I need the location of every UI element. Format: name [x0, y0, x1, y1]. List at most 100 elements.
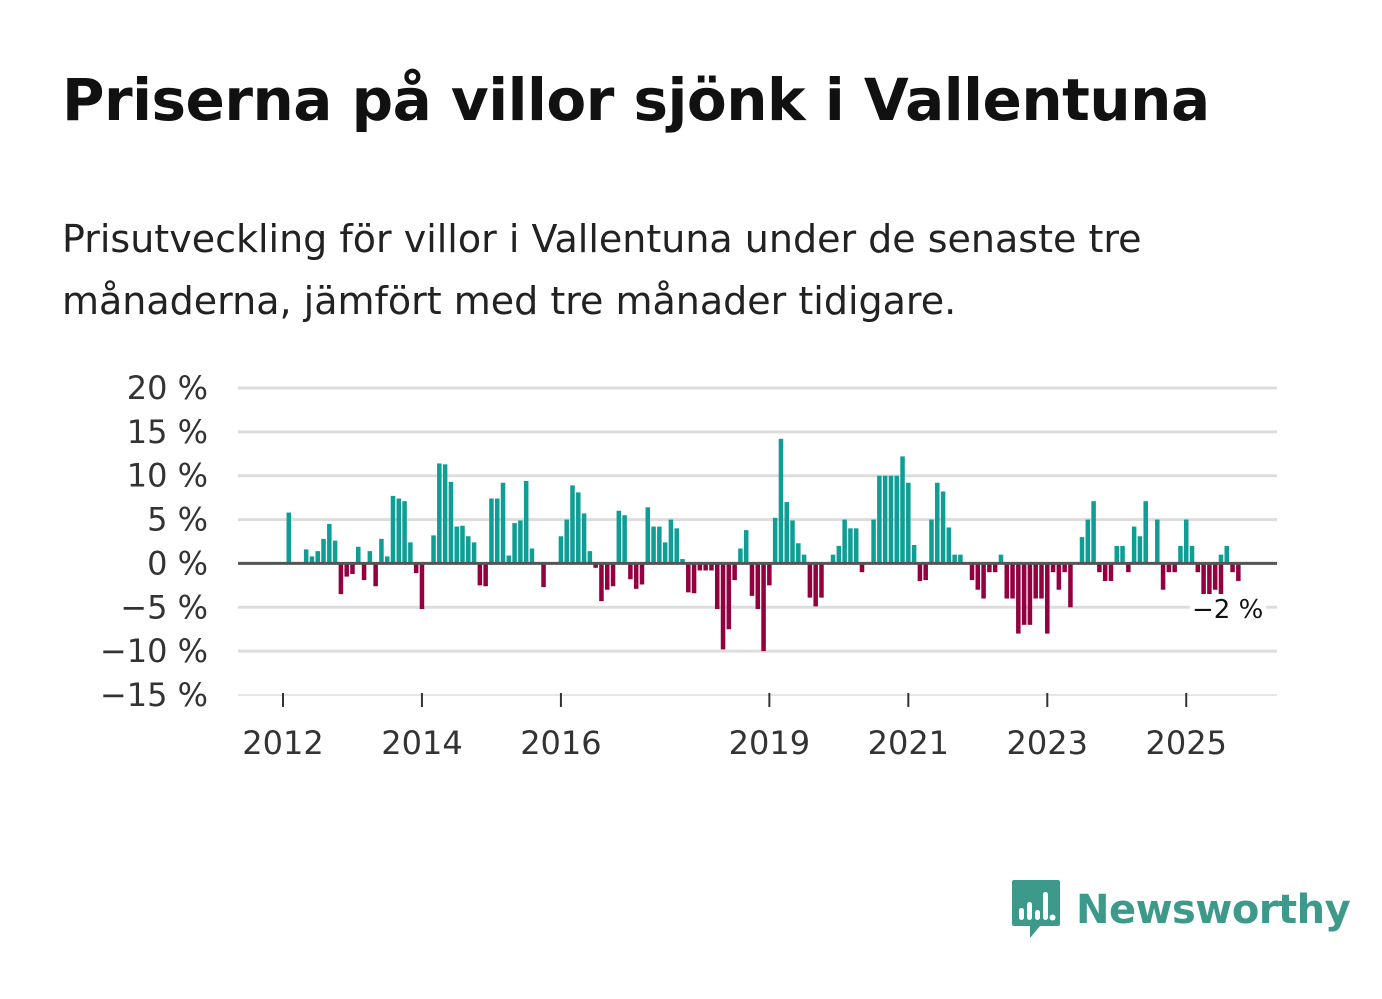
bar-negative [813, 563, 818, 607]
bar-negative [1207, 563, 1212, 600]
bar-positive [327, 523, 332, 564]
bar-positive [906, 482, 911, 564]
y-tick-label: −5 % [120, 588, 208, 626]
bar-positive [778, 438, 784, 564]
bar-positive [935, 482, 940, 564]
labels: 20 % 15 % 10 % 5 % 0 % −5 % −10 % −15 % 2012 2014… [100, 369, 1266, 762]
axes [238, 561, 1277, 707]
bar-positive [408, 542, 413, 564]
bar-negative [1010, 563, 1015, 599]
bar-negative [413, 563, 419, 574]
bar-positive [1143, 501, 1148, 564]
bar-positive [576, 492, 581, 564]
bar-positive [523, 480, 529, 564]
bar-positive [471, 542, 477, 564]
y-tick-label: −15 % [100, 676, 208, 714]
bar-negative [477, 563, 483, 586]
bar-negative [969, 563, 975, 581]
bar-positive [1091, 501, 1096, 564]
bar-positive [657, 526, 662, 564]
bar-positive [1178, 545, 1183, 564]
bar-negative [1004, 563, 1010, 599]
bar-negative [338, 563, 344, 595]
bar-positive [680, 559, 685, 564]
bar-positive [1218, 554, 1224, 564]
bar-positive [1137, 536, 1143, 564]
end-label-background [1190, 594, 1266, 626]
x-tick-label: 2012 [242, 724, 323, 762]
x-tick-label: 2023 [1007, 724, 1088, 762]
bar-positive [877, 475, 882, 564]
bar-negative [732, 563, 737, 581]
bar-negative [419, 563, 425, 610]
bar-negative [1195, 563, 1201, 573]
bar-positive [286, 512, 292, 564]
chart-title: Priserna på villor sjönk i Vallentuna [62, 66, 1210, 134]
bar-chart-speech-bubble-icon [1012, 880, 1060, 938]
bar-positive [512, 523, 517, 564]
bar-positive [402, 501, 407, 564]
bar-negative [373, 563, 378, 587]
bar-negative [1097, 563, 1102, 573]
bar-positive [772, 517, 778, 564]
bar-negative [981, 563, 986, 599]
bar-positive [448, 481, 454, 564]
bar-negative [755, 563, 761, 610]
bar-negative [726, 563, 732, 630]
y-tick-label: 0 % [147, 544, 208, 582]
bar-positive [309, 556, 315, 564]
bar-positive [332, 540, 338, 564]
bar-positive [998, 554, 1004, 564]
x-tick-label: 2025 [1146, 724, 1227, 762]
bar-positive [529, 548, 535, 564]
bar-positive [668, 519, 674, 564]
bar-positive [801, 554, 807, 564]
bar-negative [1056, 563, 1062, 590]
bar-positive [315, 551, 320, 564]
bar-negative [1108, 563, 1114, 581]
bar-positive [738, 548, 743, 564]
bar-positive [1155, 519, 1160, 564]
bar-negative [691, 563, 697, 594]
bar-positive [1183, 519, 1189, 564]
bar-positive [888, 475, 894, 564]
bar-positive [303, 549, 309, 564]
bar-negative [1016, 563, 1021, 634]
x-tick-label: 2021 [868, 724, 949, 762]
bar-negative [1050, 563, 1056, 573]
bar-positive [842, 519, 847, 564]
x-tick-label: 2016 [520, 724, 601, 762]
bar-negative [1236, 563, 1241, 581]
bar-positive [1114, 545, 1120, 564]
bar-positive [929, 519, 934, 564]
bar-positive [1131, 526, 1137, 564]
bar-negative [604, 563, 610, 590]
bar-negative [709, 563, 714, 571]
bar-positive [900, 456, 905, 564]
bar-positive [587, 551, 593, 564]
bar-negative [1033, 563, 1038, 599]
bar-negative [987, 563, 992, 573]
bar-positive [384, 556, 390, 564]
bar-negative [1172, 563, 1177, 573]
bar-positive [616, 510, 622, 564]
newsworthy-logo[interactable]: Newsworthy [1010, 878, 1351, 942]
bar-negative [720, 563, 726, 650]
bar-positive [784, 502, 789, 564]
bar-positive [494, 498, 500, 564]
bar-negative [1068, 563, 1073, 608]
bar-positive [454, 526, 459, 564]
bar-negative [686, 563, 691, 593]
bar-negative [1126, 563, 1131, 573]
bar-negative [819, 563, 824, 598]
bar-positive [796, 543, 801, 564]
bar-negative [807, 563, 813, 598]
bar-emphasized [1218, 563, 1224, 624]
bar-negative [923, 563, 928, 581]
bar-negative [992, 563, 998, 573]
bar-positive [1224, 545, 1230, 564]
bar-negative [1230, 563, 1235, 573]
bar-negative [1021, 563, 1027, 625]
bar-negative [610, 563, 616, 587]
